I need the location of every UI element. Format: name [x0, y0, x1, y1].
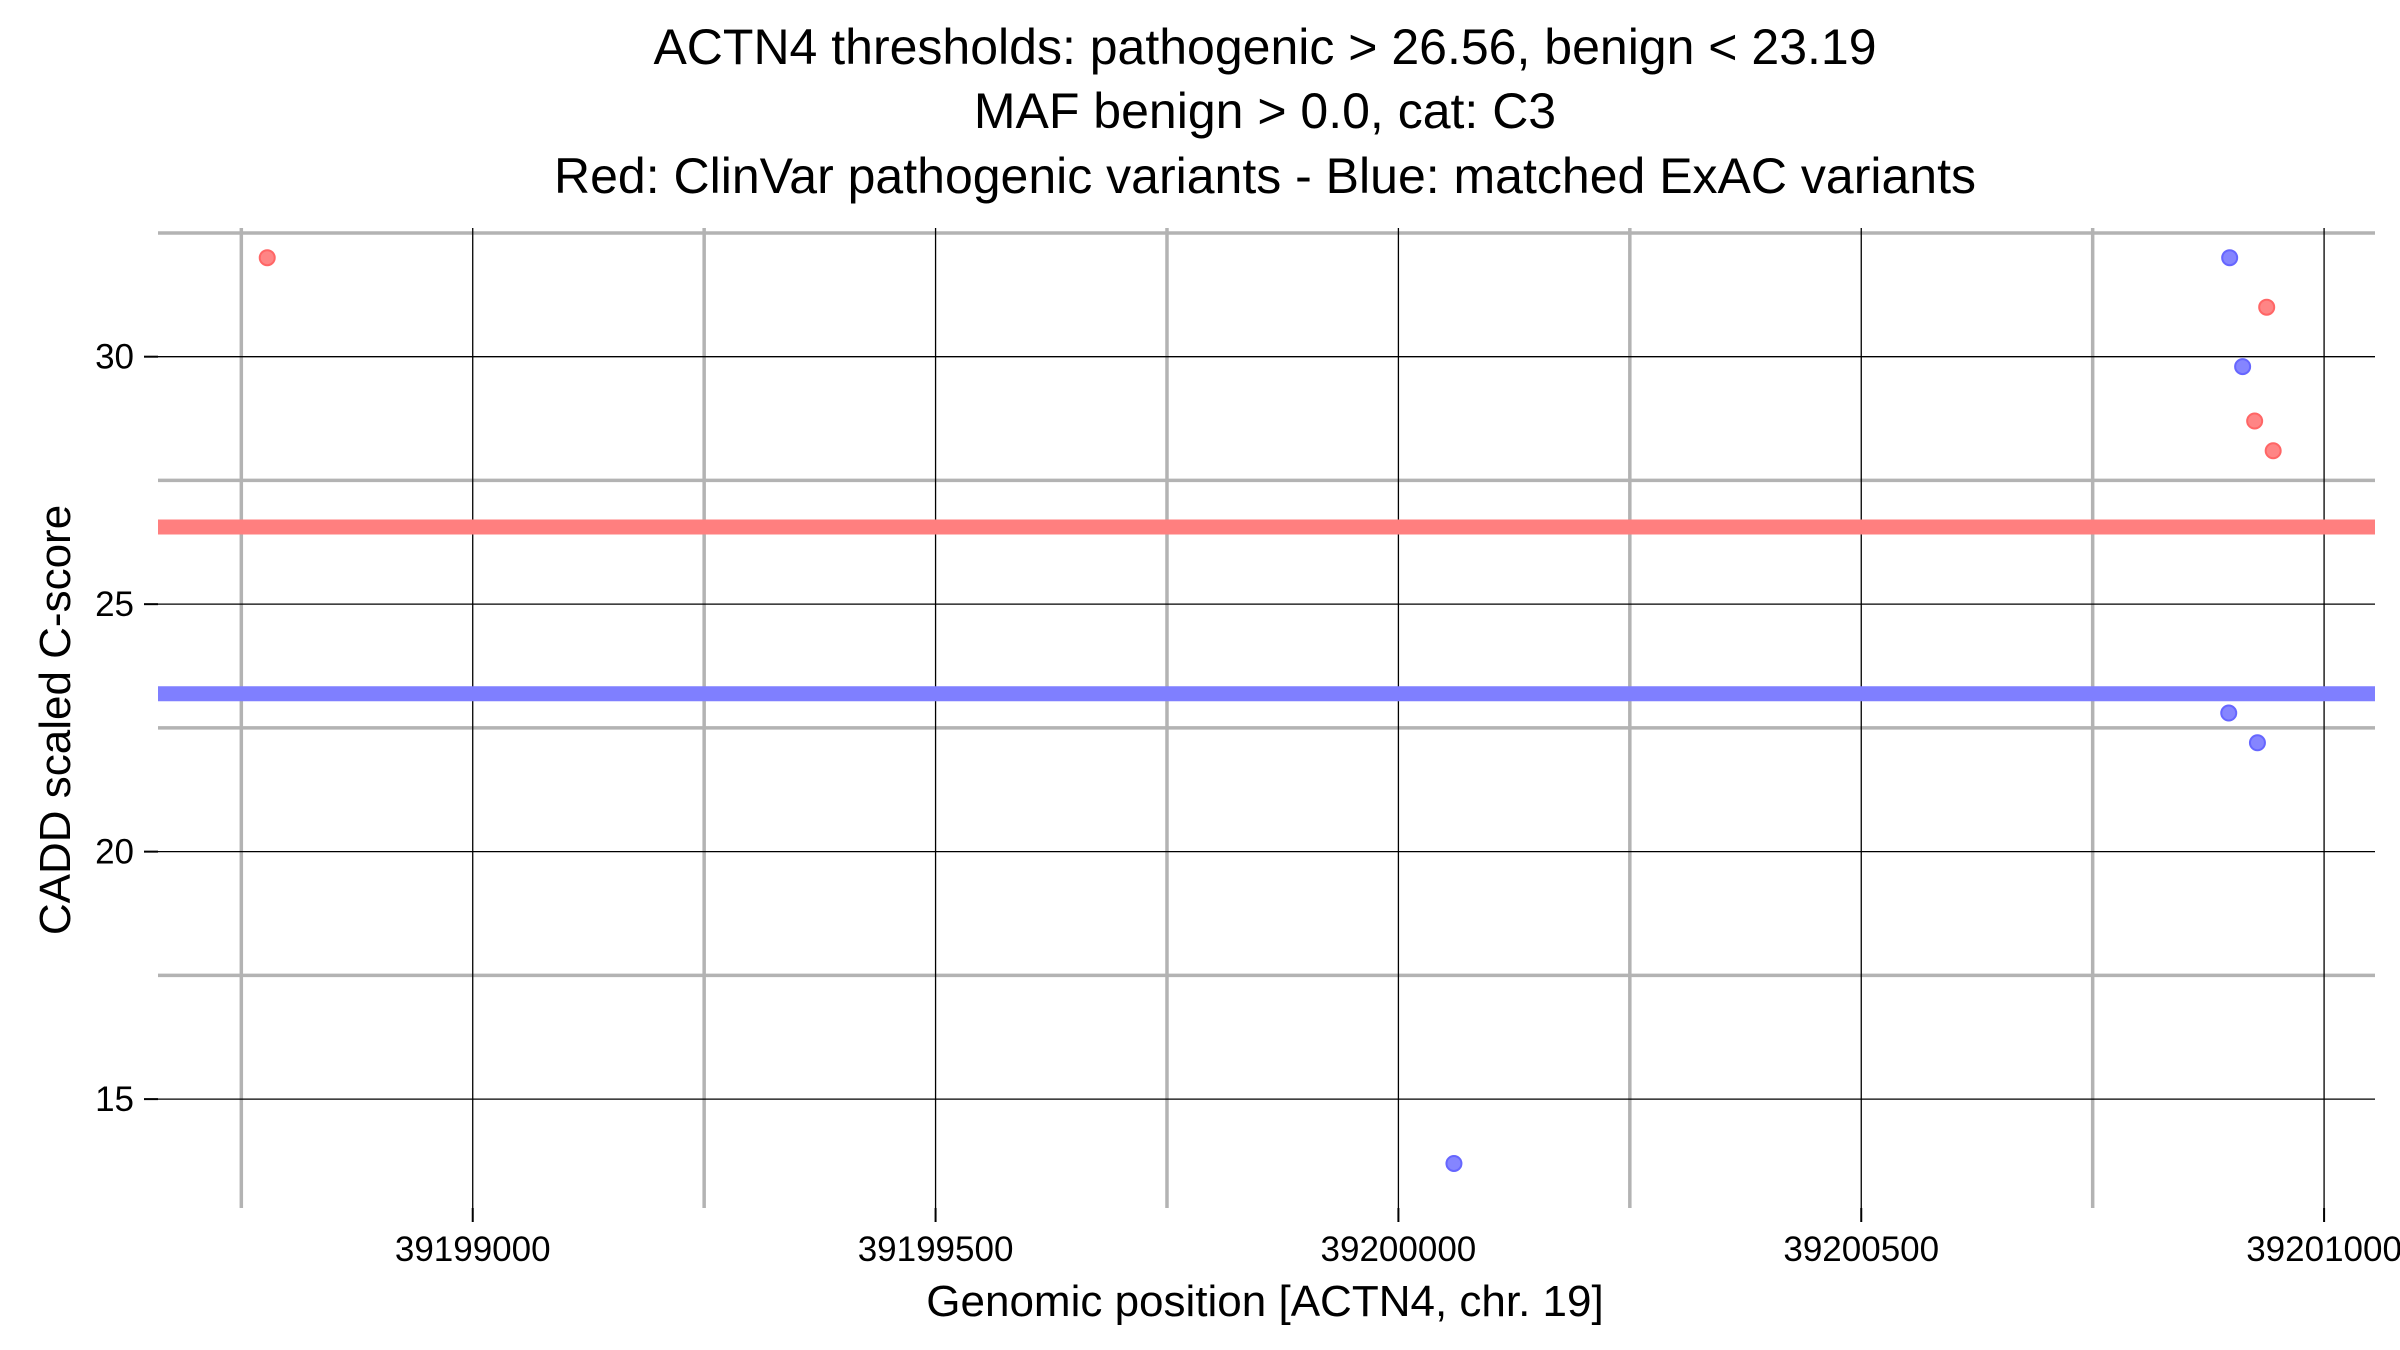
clinvar-pathogenic-point [2264, 442, 2282, 460]
y-axis-label: CADD scaled C-score [31, 505, 80, 935]
grid [158, 228, 2375, 1208]
exac-matched-point [2221, 249, 2239, 267]
y-tick-label: 30 [95, 338, 134, 377]
x-tick-label: 39201000 [2246, 1230, 2400, 1269]
threshold-lines [158, 519, 2375, 702]
x-tick-label: 39200000 [1321, 1230, 1477, 1269]
clinvar-pathogenic-point [2246, 412, 2264, 430]
exac-matched-point [1445, 1154, 1463, 1172]
chart-title-line-2: MAF benign > 0.0, cat: C3 [974, 83, 1556, 139]
chart-title-line-3: Red: ClinVar pathogenic variants - Blue:… [554, 148, 1976, 204]
axes: 15 20 25 30 39199000 39199500 39200000 39200500… [95, 338, 2400, 1269]
exac-matched-point [2220, 704, 2238, 722]
y-tick-label: 20 [95, 833, 134, 872]
clinvar-pathogenic-point [2258, 298, 2276, 316]
y-tick-label: 15 [95, 1080, 134, 1119]
exac-matched-point [2248, 734, 2266, 752]
y-tick-label: 25 [95, 585, 134, 624]
chart-title-line-1: ACTN4 thresholds: pathogenic > 26.56, be… [653, 19, 1876, 75]
exac-matched-point [2234, 358, 2252, 376]
x-tick-label: 39199500 [858, 1230, 1014, 1269]
x-tick-label: 39199000 [395, 1230, 551, 1269]
x-axis-label: Genomic position [ACTN4, chr. 19] [926, 1277, 1603, 1326]
x-tick-label: 39200500 [1783, 1230, 1939, 1269]
data-points [258, 249, 2282, 1172]
clinvar-pathogenic-point [258, 249, 276, 267]
